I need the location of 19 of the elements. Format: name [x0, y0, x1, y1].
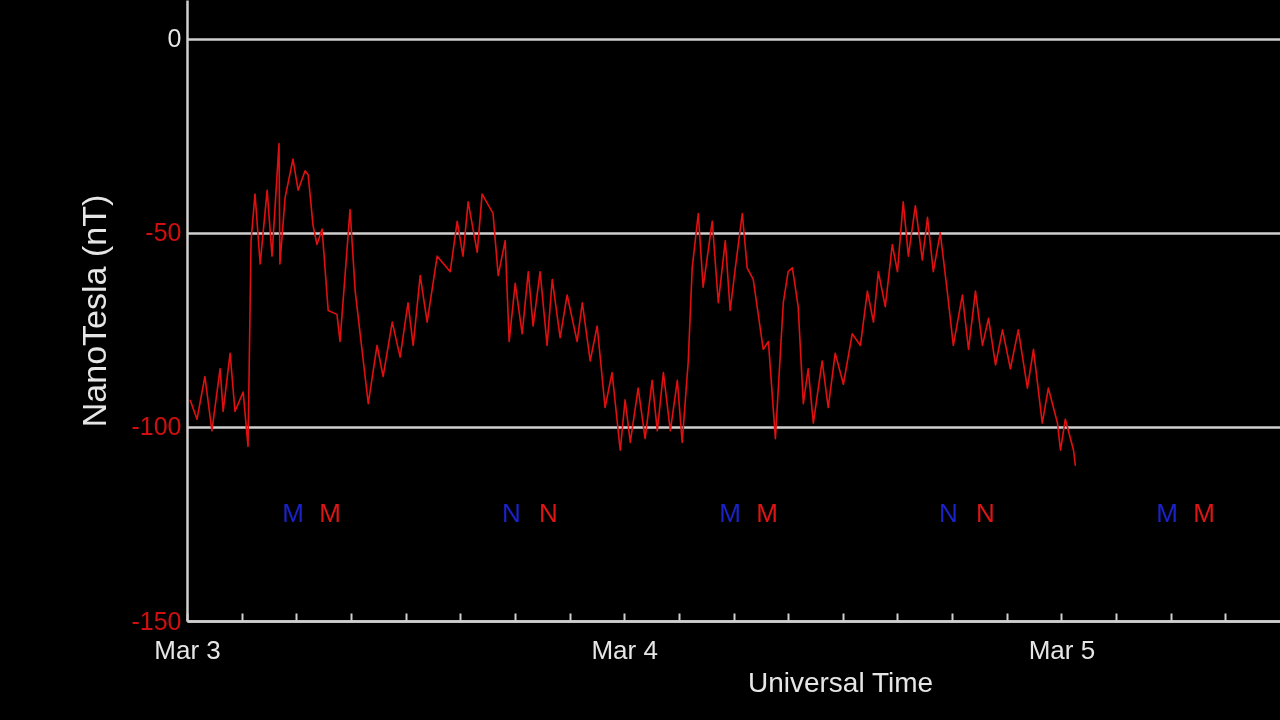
annotation: N	[939, 498, 958, 528]
x-tick-label: Mar 3	[154, 634, 221, 665]
annotation: N	[976, 498, 995, 528]
annotation: M	[282, 498, 304, 528]
annotation: M	[756, 498, 778, 528]
y-tick-label: 0	[167, 24, 182, 53]
annotation: M	[719, 498, 741, 528]
annotation: M	[319, 498, 341, 528]
y-tick-label: -100	[131, 412, 182, 441]
annotation: N	[502, 498, 521, 528]
y-axis-title: NanoTesla (nT)	[75, 194, 114, 428]
annotation: M	[1156, 498, 1178, 528]
annotation: N	[539, 498, 558, 528]
x-tick-label: Mar 5	[1028, 634, 1096, 665]
y-tick-label: -150	[131, 606, 182, 635]
y-tick-label: -50	[145, 218, 182, 247]
x-tick-label: Mar 4	[591, 634, 658, 665]
annotation: M	[1193, 498, 1215, 528]
x-axis-title: Universal Time	[747, 666, 934, 698]
